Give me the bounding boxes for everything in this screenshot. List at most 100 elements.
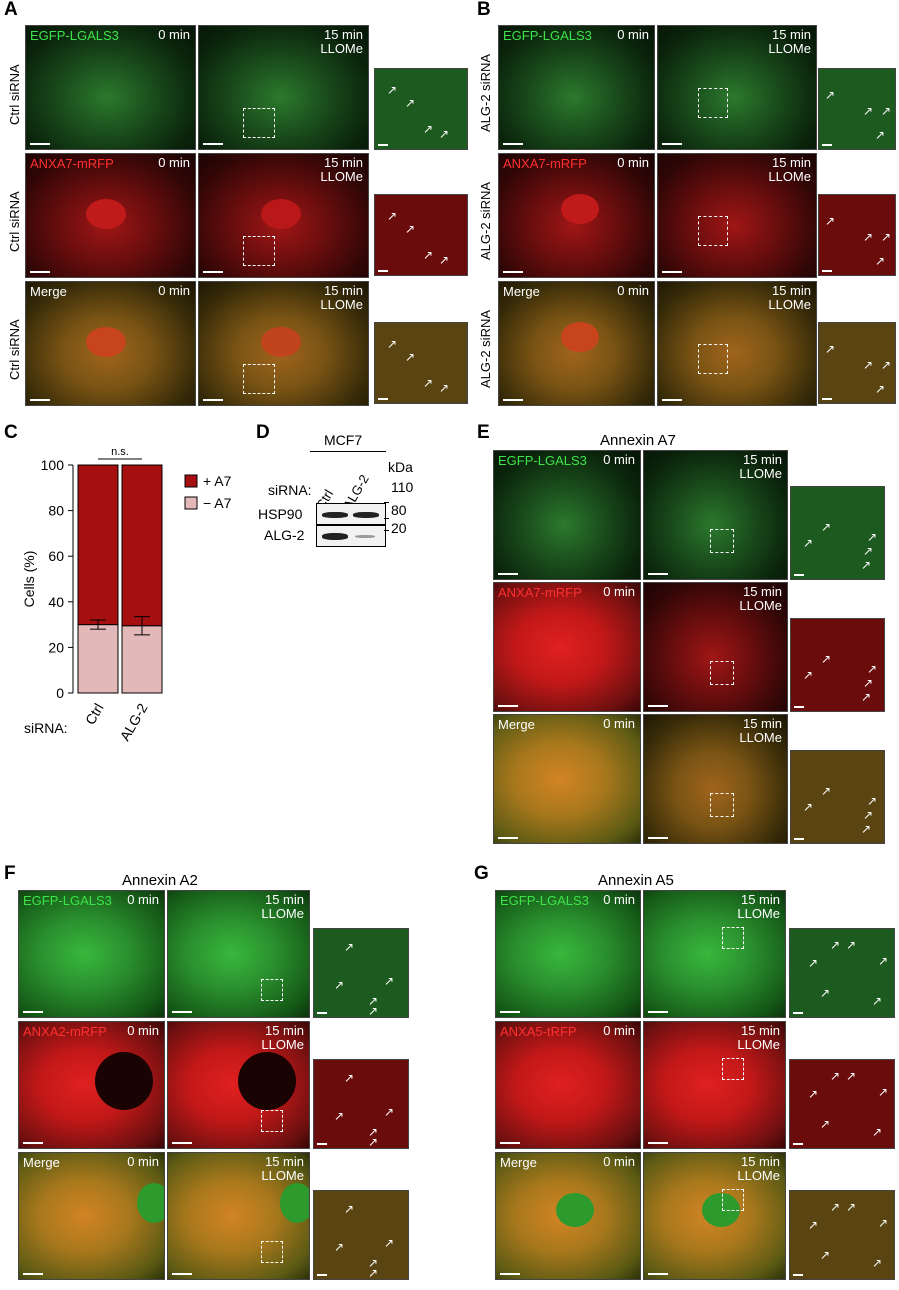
sirna-label: siRNA: — [268, 482, 312, 498]
arrow-icon: ↗ — [344, 940, 355, 954]
y-tick-label: 40 — [48, 594, 64, 610]
inset-b-egfp: ↗ ↗ ↗ ↗ — [818, 68, 896, 150]
arrow-icon: ↗ — [878, 954, 889, 968]
x-axis-label: siRNA: — [24, 720, 68, 736]
time-label: 15 min LLOMe — [768, 27, 811, 56]
time-label: 15 min LLOMe — [261, 1154, 304, 1183]
marker-80: 80 — [391, 502, 407, 518]
scale-bar — [793, 1274, 803, 1276]
arrow-icon: ↗ — [861, 822, 872, 836]
nucleus — [261, 199, 301, 229]
scale-bar — [378, 144, 388, 146]
scale-bar — [378, 270, 388, 272]
channel-label: ANXA7-mRFP — [498, 585, 582, 600]
scale-bar — [794, 574, 804, 576]
time-label: 15 min LLOMe — [739, 452, 782, 481]
arrow-icon: ↗ — [368, 1256, 379, 1270]
scale-bar — [648, 705, 668, 707]
scale-bar — [648, 1142, 668, 1144]
arrow-icon: ↗ — [368, 1004, 379, 1018]
significance-label: n.s. — [111, 446, 129, 458]
scale-bar — [378, 398, 388, 400]
scale-bar — [500, 1142, 520, 1144]
row-label-ctrl-1: Ctrl siRNA — [7, 64, 22, 125]
scale-bar — [30, 399, 50, 401]
zoom-box — [261, 979, 283, 1001]
time-label: 15 min LLOMe — [737, 892, 780, 921]
image-a-merge-15min: 15 min LLOMe — [198, 281, 369, 406]
scale-bar — [503, 143, 523, 145]
arrow-icon: ↗ — [808, 956, 819, 970]
nucleus — [95, 1052, 153, 1110]
arrow-icon: ↗ — [808, 1218, 819, 1232]
arrow-icon: ↗ — [867, 794, 878, 808]
inset-f-anxa2: ↗ ↗ ↗ ↗ ↗ — [313, 1059, 409, 1149]
image-a-egfp-0min: EGFP-LGALS3 0 min — [25, 25, 196, 150]
scale-bar — [317, 1274, 327, 1276]
zoom-box — [710, 529, 734, 553]
arrow-icon: ↗ — [405, 222, 416, 236]
nucleus — [86, 327, 126, 357]
image-b-anxa7-15min: 15 min LLOMe — [657, 153, 817, 278]
legend-label-plus-a7: + A7 — [203, 473, 232, 489]
image-b-merge-15min: 15 min LLOMe — [657, 281, 817, 406]
channel-label: ANXA7-mRFP — [503, 156, 587, 171]
image-e-merge-15min: 15 min LLOMe — [643, 714, 788, 844]
channel-label: EGFP-LGALS3 — [498, 453, 587, 468]
channel-label: ANXA7-mRFP — [30, 156, 114, 171]
arrow-icon: ↗ — [821, 784, 832, 798]
arrow-icon: ↗ — [803, 536, 814, 550]
x-tick-label: Ctrl — [82, 701, 107, 728]
time-label: 15 min LLOMe — [737, 1023, 780, 1052]
image-a-anxa7-0min: ANXA7-mRFP 0 min — [25, 153, 196, 278]
scale-bar — [793, 1012, 803, 1014]
nucleus — [238, 1052, 296, 1110]
arrow-icon: ↗ — [846, 938, 857, 952]
inset-g-anxa5: ↗ ↗ ↗ ↗ ↗ ↗ — [789, 1059, 895, 1149]
inset-e-merge: ↗ ↗ ↗ ↗ ↗ — [790, 750, 885, 844]
bar-minus-a7 — [77, 624, 119, 694]
zoom-box — [243, 108, 275, 138]
bar-plus-a7 — [121, 464, 163, 627]
image-e-merge-0min: Merge 0 min — [493, 714, 641, 844]
zoom-box — [698, 344, 728, 374]
arrow-icon: ↗ — [867, 662, 878, 676]
inset-g-egfp: ↗ ↗ ↗ ↗ ↗ ↗ — [789, 928, 895, 1018]
arrow-icon: ↗ — [387, 337, 398, 351]
time-label: 15 min LLOMe — [739, 584, 782, 613]
arrow-icon: ↗ — [863, 544, 874, 558]
arrow-icon: ↗ — [825, 342, 836, 356]
zoom-box — [243, 364, 275, 394]
time-label: 0 min — [127, 1023, 159, 1038]
arrow-icon: ↗ — [334, 1240, 345, 1254]
stacked-bar-chart: 0 20 40 60 80 100 Cells (%) Ctrl ALG-2 n.s. siRNA:… — [21, 446, 232, 744]
marker-tick — [384, 518, 389, 519]
scale-bar — [648, 837, 668, 839]
panel-title-f: Annexin A2 — [122, 872, 198, 889]
arrow-icon: ↗ — [846, 1069, 857, 1083]
arrow-icon: ↗ — [423, 248, 434, 262]
panel-label-c: C — [4, 422, 18, 443]
time-label: 0 min — [158, 283, 190, 298]
scale-bar — [793, 1143, 803, 1145]
panel-title-g: Annexin A5 — [598, 872, 674, 889]
nucleus — [280, 1183, 309, 1223]
blot-alg2 — [316, 525, 386, 547]
bar-minus-a7 — [121, 625, 163, 694]
arrow-icon: ↗ — [334, 1109, 345, 1123]
band — [322, 512, 348, 518]
row-label-ctrl-2: Ctrl siRNA — [7, 191, 22, 252]
y-tick-label: 80 — [48, 503, 64, 519]
image-g-merge-0min: Merge 0 min — [495, 1152, 641, 1280]
time-label: 0 min — [603, 1023, 635, 1038]
band — [355, 535, 375, 538]
marker-110: 110 — [391, 479, 414, 495]
scale-bar — [203, 399, 223, 401]
image-b-merge-0min: Merge 0 min — [498, 281, 655, 406]
zoom-box — [722, 1189, 744, 1211]
arrow-icon: ↗ — [830, 938, 841, 952]
scale-bar — [500, 1273, 520, 1275]
arrow-icon: ↗ — [384, 1236, 395, 1250]
arrow-icon: ↗ — [825, 88, 836, 102]
image-e-anxa7-0min: ANXA7-mRFP 0 min — [493, 582, 641, 712]
